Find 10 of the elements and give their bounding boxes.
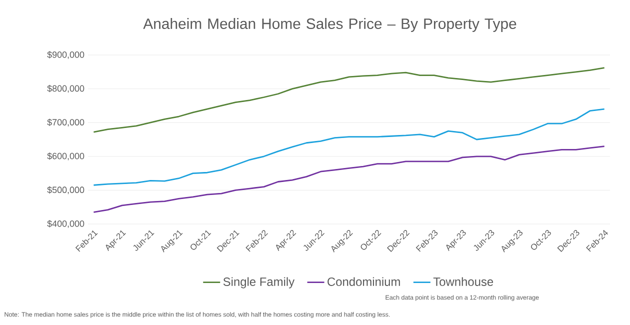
y-tick-label: $900,000	[47, 51, 84, 59]
y-tick-label: $400,000	[47, 220, 84, 228]
y-tick-label: $600,000	[47, 152, 84, 160]
y-tick-label: $700,000	[47, 118, 84, 126]
chart-title: Anaheim Median Home Sales Price – By Property Type	[143, 18, 516, 32]
legend-label: Townhouse	[433, 277, 494, 286]
y-tick-label: $500,000	[47, 186, 84, 194]
legend-label: Single Family	[223, 277, 295, 288]
y-tick-label: $800,000	[47, 84, 84, 93]
legend-label: Condominium	[328, 277, 400, 286]
